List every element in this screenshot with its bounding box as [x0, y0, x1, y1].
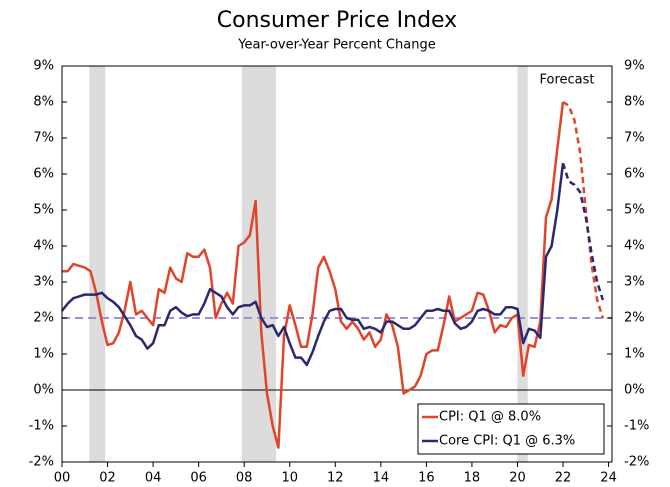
y2-tick-label: -2%	[624, 455, 649, 470]
legend-box	[417, 403, 605, 455]
y2-tick-label: 3%	[624, 275, 645, 290]
y-tick-label: 7%	[33, 131, 54, 146]
y2-tick-label: 9%	[624, 59, 645, 74]
x-tick-label: 16	[418, 471, 435, 486]
x-tick-label: 22	[555, 471, 572, 486]
legend-label: Core CPI: Q1 @ 6.3%	[439, 434, 575, 449]
y-tick-label: 9%	[33, 59, 54, 74]
x-tick-label: 18	[464, 471, 481, 486]
y2-tick-label: -1%	[624, 419, 649, 434]
y2-tick-label: 6%	[624, 167, 645, 182]
series-line	[61, 163, 565, 367]
chart-title: Consumer Price Index	[217, 8, 457, 33]
plot-frame	[61, 65, 613, 463]
y2-tick-label: 5%	[624, 203, 645, 218]
y-tick-label: 1%	[33, 347, 54, 362]
y2-tick-label: 0%	[624, 383, 645, 398]
x-tick-label: 04	[145, 471, 162, 486]
y-tick-label: 3%	[33, 275, 54, 290]
recession-band	[89, 66, 106, 462]
forecast-label: Forecast	[539, 73, 594, 88]
series-line	[62, 101, 565, 449]
y2-tick-label: 1%	[624, 347, 645, 362]
y2-tick-label: 8%	[624, 95, 645, 110]
y-tick-label: 8%	[33, 95, 54, 110]
y-tick-label: 4%	[33, 239, 54, 254]
y2-tick-label: 2%	[624, 311, 645, 326]
legend-label: CPI: Q1 @ 8.0%	[439, 410, 541, 425]
x-tick-label: 06	[190, 471, 207, 486]
x-tick-label: 14	[373, 471, 390, 486]
y2-tick-label: 7%	[624, 131, 645, 146]
x-tick-label: 00	[54, 471, 71, 486]
forecast-line	[562, 100, 605, 319]
x-tick-label: 10	[281, 471, 298, 486]
x-tick-label: 20	[509, 471, 526, 486]
x-tick-label: 24	[600, 471, 617, 486]
x-tick-label: 02	[99, 471, 116, 486]
y-tick-label: -2%	[29, 455, 54, 470]
y-tick-label: 0%	[33, 383, 54, 398]
y-tick-label: -1%	[29, 419, 54, 434]
y-tick-label: 2%	[33, 311, 54, 326]
chart-subtitle: Year-over-Year Percent Change	[237, 38, 435, 53]
forecast-line	[561, 162, 605, 301]
y-tick-label: 6%	[33, 167, 54, 182]
y-tick-label: 5%	[33, 203, 54, 218]
x-tick-label: 08	[236, 471, 253, 486]
recession-band	[517, 66, 528, 462]
x-tick-label: 12	[327, 471, 344, 486]
y2-tick-label: 4%	[624, 239, 645, 254]
